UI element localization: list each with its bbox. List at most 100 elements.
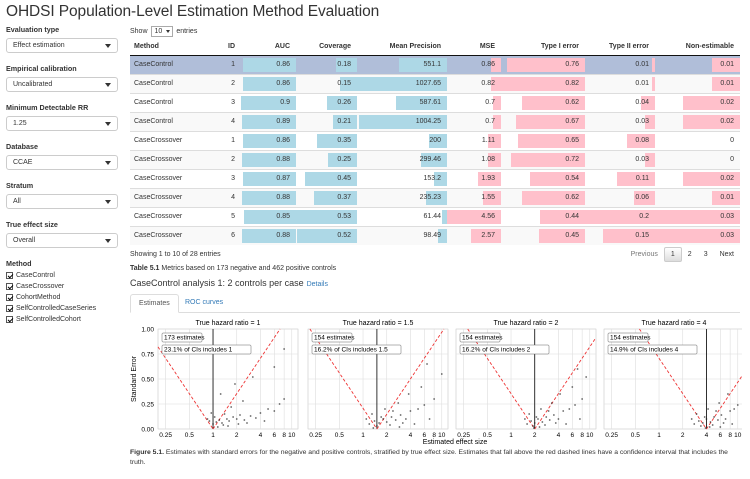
tab-estimates[interactable]: Estimates xyxy=(130,294,179,313)
checkbox-checked-icon[interactable] xyxy=(6,305,13,312)
value-bar xyxy=(433,171,447,186)
x-tick-label: 10 xyxy=(288,432,296,439)
cell-value: 0.54 xyxy=(565,174,579,182)
estimate-point xyxy=(713,416,715,418)
cell-value: 4 xyxy=(231,117,235,125)
table-cell: 0.89 xyxy=(241,111,296,131)
checkbox-checked-icon[interactable] xyxy=(6,294,13,301)
sidebar: Evaluation type Effect estimation Empiri… xyxy=(6,25,118,325)
pagination-page-1[interactable]: 1 xyxy=(663,247,682,262)
checkbox-checked-icon[interactable] xyxy=(6,272,13,279)
table-cell: 0.02 xyxy=(655,168,740,188)
estimate-point xyxy=(273,410,276,412)
column-header-mean-precision[interactable]: Mean Precision xyxy=(357,38,447,56)
table-row[interactable]: CaseCrossover 5 0.85 0.53 61.44 4.56 0.44 0.2 0.… xyxy=(130,206,740,226)
table-cell: 0.35 xyxy=(296,130,357,150)
estimate-point xyxy=(537,418,539,420)
pagination-previous[interactable]: Previous xyxy=(630,251,658,258)
estimate-point xyxy=(722,422,725,424)
value-bar xyxy=(641,95,655,110)
table-row[interactable]: CaseControl 2 0.86 0.15 1027.65 0.82 0.82 0.01 0… xyxy=(130,73,740,93)
cell-value: 2 xyxy=(231,155,235,163)
database-select[interactable]: CCAE xyxy=(6,155,118,170)
x-tick-label: 8 xyxy=(432,432,436,439)
method-checkbox-label: SelfControlledCaseSeries xyxy=(16,305,97,312)
estimate-point xyxy=(717,419,719,421)
table-cell: 0.44 xyxy=(501,206,585,226)
cell-value: 0.89 xyxy=(276,117,290,125)
table-row[interactable]: CaseCrossover 2 0.88 0.25 299.46 1.08 0.72 0.03… xyxy=(130,149,740,169)
estimates-count: 173 estimates xyxy=(164,335,205,342)
table-row[interactable]: CaseControl 4 0.89 0.21 1004.25 0.7 0.67 0.03 0.… xyxy=(130,111,740,131)
pagination-page-2[interactable]: 2 xyxy=(687,251,692,258)
calibration-select[interactable]: Uncalibrated xyxy=(6,77,118,92)
x-tick-label: 6 xyxy=(570,432,574,439)
column-header-mse[interactable]: MSE xyxy=(447,38,501,56)
pagination-page-3[interactable]: 3 xyxy=(703,251,708,258)
estimate-point xyxy=(568,408,571,410)
method-checkbox-scc[interactable]: SelfControlledCohort xyxy=(6,314,118,325)
details-link[interactable]: Details xyxy=(306,281,328,288)
cell-value: 587.61 xyxy=(419,98,441,106)
cell-value: 5 xyxy=(231,212,235,220)
column-header-type-i-error[interactable]: Type I error xyxy=(501,38,585,56)
cell-value: 0.01 xyxy=(635,60,649,68)
method-checkbox-sccs[interactable]: SelfControlledCaseSeries xyxy=(6,303,118,314)
estimate-point xyxy=(397,402,400,404)
table-row[interactable]: CaseCrossover 1 0.86 0.35 200 1.11 0.65 0.08 0 xyxy=(130,130,740,150)
table-row[interactable]: CaseControl 3 0.9 0.26 587.61 0.7 0.62 0.04 0.02 xyxy=(130,92,740,112)
x-tick-label: 1 xyxy=(509,432,513,439)
column-header-method[interactable]: Method xyxy=(130,38,211,56)
evaluation-type-select[interactable]: Effect estimation xyxy=(6,38,118,53)
estimate-point xyxy=(235,418,238,420)
value-bar xyxy=(336,57,357,72)
table-cell: 1.93 xyxy=(447,168,501,188)
method-checkbox-casecontrol[interactable]: CaseControl xyxy=(6,270,118,281)
column-header-type-ii-error[interactable]: Type II error xyxy=(585,38,655,56)
mdrr-select[interactable]: 1.25 xyxy=(6,116,118,131)
table-caption-prefix: Table 5.1 xyxy=(130,265,160,272)
estimate-point xyxy=(576,368,579,370)
table-row[interactable]: CaseCrossover 4 0.88 0.37 235.23 1.55 0.62 0.06… xyxy=(130,187,740,207)
ci-boundary-line xyxy=(534,337,597,430)
tab-roc-curves[interactable]: ROC curves xyxy=(185,299,224,306)
pagination-next[interactable]: Next xyxy=(719,251,734,258)
calibration-value: Uncalibrated xyxy=(13,81,53,88)
estimate-point xyxy=(404,418,407,420)
table-cell: CaseCrossover xyxy=(130,187,211,207)
coverage-box xyxy=(161,344,252,355)
estimate-point xyxy=(552,414,555,416)
table-cell: 2.57 xyxy=(447,225,501,245)
true-effect-select[interactable]: Overall xyxy=(6,233,118,248)
checkbox-checked-icon[interactable] xyxy=(6,316,13,323)
database-value: CCAE xyxy=(13,159,33,166)
method-label: Method xyxy=(6,259,32,268)
estimate-point xyxy=(392,410,394,412)
method-checkbox-cohortmethod[interactable]: CohortMethod xyxy=(6,292,118,303)
column-header-id[interactable]: ID xyxy=(211,38,241,56)
estimate-point xyxy=(557,418,560,420)
cell-value: 0.7 xyxy=(485,98,495,106)
estimate-point xyxy=(724,418,727,420)
cell-value: 0.03 xyxy=(720,231,734,239)
table-cell: 0.82 xyxy=(447,73,501,93)
value-bar xyxy=(332,114,357,129)
value-bar xyxy=(644,114,655,129)
table-cell: 0.37 xyxy=(296,187,357,207)
cell-value: 0.01 xyxy=(720,60,734,68)
estimate-point xyxy=(715,410,717,412)
table-cell: 0.86 xyxy=(447,54,501,74)
method-checkbox-casecrossover[interactable]: CaseCrossover xyxy=(6,281,118,292)
table-cell: 6 xyxy=(211,225,241,245)
table-row[interactable]: CaseCrossover 3 0.87 0.45 153.2 1.93 0.54 0.11 0… xyxy=(130,168,740,188)
checkbox-checked-icon[interactable] xyxy=(6,283,13,290)
x-tick-label: 0.25 xyxy=(159,432,172,439)
stratum-select[interactable]: All xyxy=(6,194,118,209)
estimate-point xyxy=(237,423,240,425)
column-header-non-estimable[interactable]: Non-estimable xyxy=(655,38,740,56)
column-header-coverage[interactable]: Coverage xyxy=(296,38,357,56)
column-header-auc[interactable]: AUC xyxy=(241,38,296,56)
page-length-select[interactable]: 10 xyxy=(150,26,174,37)
table-row[interactable]: CaseCrossover 6 0.88 0.52 98.49 2.57 0.45 0.15 0… xyxy=(130,225,740,245)
table-row[interactable]: CaseControl 1 0.86 0.18 551.1 0.86 0.76 0.01 0.0… xyxy=(130,54,740,74)
